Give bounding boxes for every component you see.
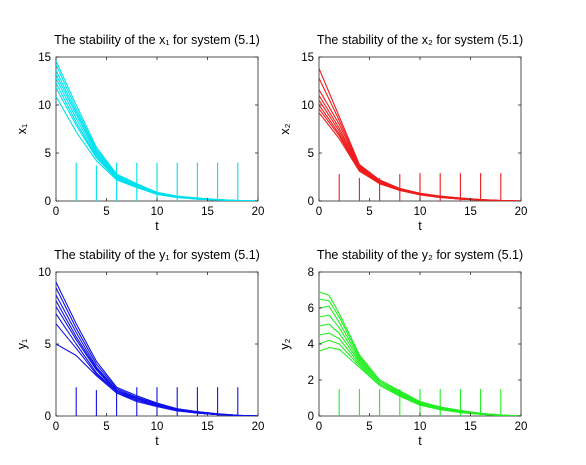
x-tick-label: 15 [201, 206, 214, 218]
y-axis-label: x₂ [278, 123, 292, 134]
x-tick-label: 0 [53, 206, 59, 218]
series-line-8 [319, 347, 521, 416]
y-axis-label: y₁ [15, 339, 29, 349]
y-tick-label: 0 [308, 411, 314, 423]
x-tick-label: 5 [366, 206, 372, 218]
plot-area [56, 60, 258, 201]
chart-title: The stability of the x₁ for system (5.1) [54, 33, 260, 47]
x-tick-label: 5 [366, 421, 372, 433]
x-tick-label: 10 [151, 206, 164, 218]
plot-area [56, 281, 258, 416]
x-axis-label: t [418, 219, 422, 233]
plot-area [319, 291, 521, 416]
x-tick-label: 15 [464, 206, 477, 218]
y-tick-label: 4 [308, 339, 315, 351]
plot-area [319, 68, 521, 201]
x-tick-label: 10 [414, 206, 427, 218]
x-tick-label: 20 [252, 421, 265, 433]
x-tick-label: 0 [53, 421, 59, 433]
y-tick-label: 15 [38, 52, 51, 64]
y-tick-label: 2 [308, 375, 314, 387]
y-tick-label: 6 [308, 303, 314, 315]
x-tick-label: 5 [103, 421, 109, 433]
chart-title: The stability of the y₂ for system (5.1) [317, 248, 523, 262]
chart-title: The stability of the x₂ for system (5.1) [317, 33, 523, 47]
x-tick-label: 20 [252, 206, 265, 218]
x-tick-label: 0 [316, 206, 322, 218]
x-tick-label: 20 [515, 206, 528, 218]
y-tick-label: 15 [301, 52, 314, 64]
x-tick-label: 15 [464, 421, 477, 433]
y-tick-label: 0 [308, 196, 314, 208]
y-tick-label: 5 [45, 339, 51, 351]
y-tick-label: 10 [38, 267, 51, 279]
y-tick-label: 8 [308, 267, 314, 279]
x-tick-label: 20 [515, 421, 528, 433]
y-tick-label: 5 [45, 148, 51, 160]
x-tick-label: 15 [201, 421, 214, 433]
x-tick-label: 0 [316, 421, 322, 433]
x-axis-label: t [418, 434, 422, 448]
x-tick-label: 10 [151, 421, 164, 433]
y-tick-label: 10 [38, 100, 51, 112]
x-tick-label: 5 [103, 206, 109, 218]
x-tick-label: 10 [414, 421, 427, 433]
y-tick-label: 5 [308, 148, 314, 160]
x-axis-label: t [155, 434, 159, 448]
y-axis-label: x₁ [15, 124, 29, 134]
y-tick-label: 0 [45, 196, 51, 208]
y-tick-label: 0 [45, 411, 51, 423]
y-tick-label: 10 [301, 100, 314, 112]
chart-title: The stability of the y₁ for system (5.1) [54, 248, 260, 262]
y-axis-label: y₂ [278, 338, 292, 349]
x-axis-label: t [155, 219, 159, 233]
